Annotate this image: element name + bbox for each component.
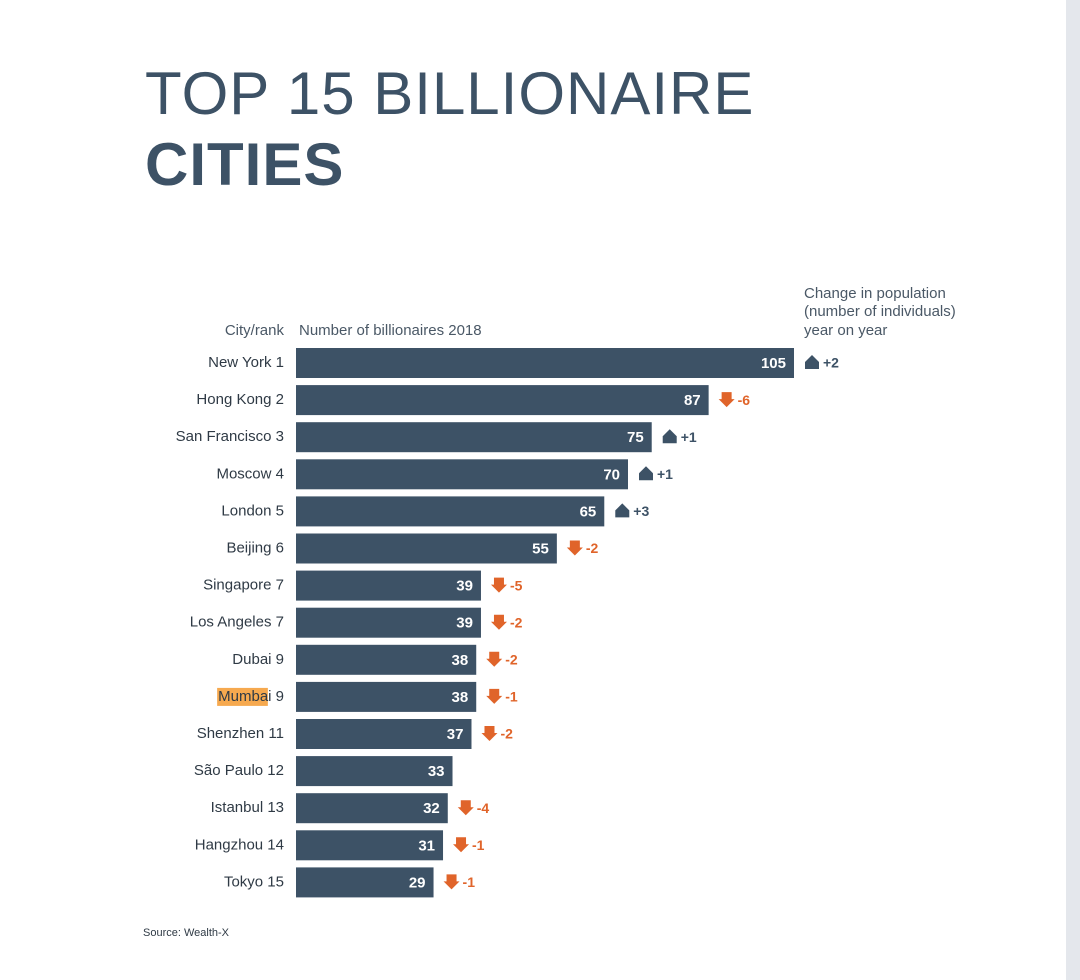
bar bbox=[296, 756, 453, 787]
side-strip bbox=[1066, 0, 1080, 980]
change-down-arrow bbox=[566, 540, 583, 556]
change-down-arrow bbox=[486, 651, 503, 667]
change-down-arrow bbox=[490, 577, 507, 593]
change-label: -2 bbox=[505, 652, 518, 668]
value-label: 70 bbox=[603, 466, 620, 483]
change-down-arrow bbox=[481, 726, 498, 741]
change-label: -6 bbox=[738, 392, 751, 408]
bar bbox=[296, 385, 709, 416]
value-label: 87 bbox=[684, 392, 701, 409]
change-label: +2 bbox=[823, 355, 839, 371]
bar bbox=[296, 681, 477, 712]
value-label: 29 bbox=[409, 874, 426, 891]
category-label: Dubai 9 bbox=[232, 651, 284, 668]
value-label: 37 bbox=[447, 726, 464, 743]
category-label: Shenzhen 11 bbox=[197, 725, 284, 742]
value-header: Number of billionaires 2018 bbox=[299, 322, 482, 339]
change-up-arrow bbox=[639, 466, 653, 481]
change-label: +3 bbox=[633, 503, 649, 519]
change-label: -1 bbox=[472, 837, 485, 853]
change-down-arrow bbox=[486, 688, 503, 704]
category-label: Mumbai 9 bbox=[218, 688, 284, 705]
bar bbox=[296, 793, 448, 824]
change-down-arrow bbox=[490, 614, 507, 630]
change-header: year on year bbox=[804, 322, 887, 339]
change-header: (number of individuals) bbox=[804, 303, 956, 320]
bar bbox=[296, 570, 481, 601]
category-label: London 5 bbox=[221, 502, 284, 519]
value-label: 55 bbox=[532, 540, 549, 557]
bar bbox=[296, 459, 628, 490]
change-up-arrow bbox=[805, 355, 819, 369]
category-label: São Paulo 12 bbox=[194, 762, 284, 779]
category-label: Hong Kong 2 bbox=[196, 391, 284, 408]
change-down-arrow bbox=[443, 874, 460, 890]
rows: New York 1 105 +2 Hong Kong 2 87 -6 San Franci… bbox=[176, 348, 839, 898]
category-label: Los Angeles 7 bbox=[190, 614, 284, 631]
category-label: Hangzhou 14 bbox=[195, 836, 284, 853]
chart-title: TOP 15 BILLIONAIRE bbox=[145, 60, 754, 127]
bar bbox=[296, 348, 794, 378]
bar bbox=[296, 533, 557, 564]
change-down-arrow bbox=[457, 800, 474, 816]
change-down-arrow bbox=[453, 837, 470, 853]
change-label: -5 bbox=[510, 577, 523, 593]
bar bbox=[296, 496, 605, 527]
change-label: +1 bbox=[657, 466, 673, 482]
value-label: 65 bbox=[580, 503, 597, 520]
value-label: 75 bbox=[627, 429, 644, 446]
change-label: -2 bbox=[500, 726, 513, 742]
category-label: Moscow 4 bbox=[216, 465, 284, 482]
value-label: 39 bbox=[456, 615, 473, 632]
bar bbox=[296, 644, 477, 675]
chart-title: CITIES bbox=[145, 131, 344, 198]
change-up-arrow bbox=[615, 503, 630, 518]
change-up-arrow bbox=[662, 429, 677, 444]
category-label: Istanbul 13 bbox=[211, 799, 284, 816]
change-label: -2 bbox=[586, 540, 599, 556]
change-label: -1 bbox=[505, 689, 518, 705]
value-label: 105 bbox=[761, 355, 786, 372]
category-label: Tokyo 15 bbox=[224, 873, 284, 890]
change-label: -1 bbox=[463, 874, 476, 890]
change-down-arrow bbox=[718, 392, 735, 408]
bar bbox=[296, 830, 444, 861]
bar bbox=[296, 719, 472, 749]
value-label: 33 bbox=[428, 763, 445, 780]
change-label: +1 bbox=[681, 429, 697, 445]
source: Source: Wealth-X bbox=[143, 927, 230, 939]
bar bbox=[296, 867, 434, 898]
category-label: Beijing 6 bbox=[226, 539, 284, 556]
highlight bbox=[217, 687, 268, 706]
bar bbox=[296, 422, 652, 453]
value-label: 39 bbox=[456, 578, 473, 595]
category-header: City/rank bbox=[225, 322, 285, 339]
value-label: 38 bbox=[452, 689, 469, 706]
category-label: New York 1 bbox=[208, 354, 284, 371]
category-label: San Francisco 3 bbox=[176, 428, 284, 445]
change-label: -2 bbox=[510, 614, 523, 630]
value-label: 32 bbox=[423, 800, 440, 817]
category-label: Singapore 7 bbox=[203, 577, 284, 594]
value-label: 31 bbox=[418, 837, 435, 854]
change-label: -4 bbox=[477, 800, 490, 816]
value-label: 38 bbox=[452, 652, 469, 669]
bar bbox=[296, 607, 481, 638]
change-header: Change in population bbox=[804, 285, 946, 302]
